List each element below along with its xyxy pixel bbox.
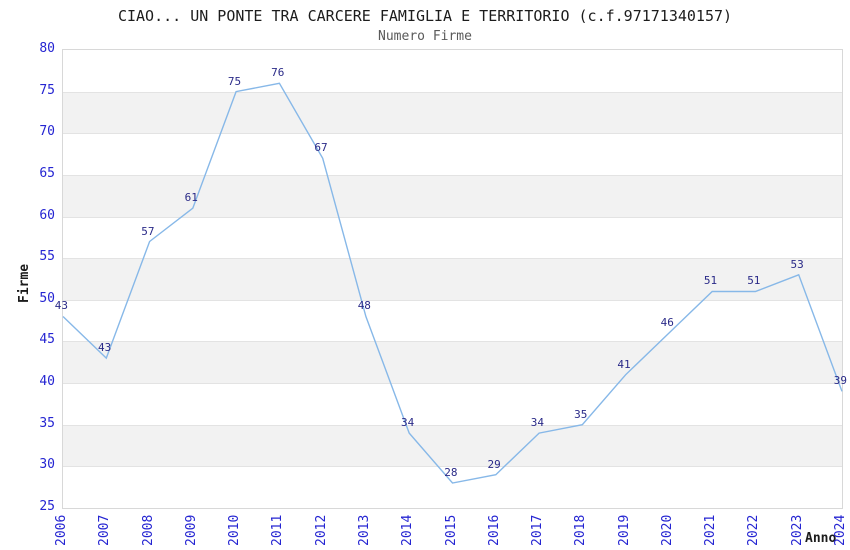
- point-label: 51: [747, 274, 761, 288]
- gridline: [63, 383, 842, 385]
- y-tick-label: 30: [39, 457, 55, 473]
- x-tick-label: 2022: [746, 514, 762, 546]
- x-axis-title: Anno: [805, 531, 837, 546]
- point-label: 35: [574, 407, 588, 421]
- gridline: [63, 299, 842, 301]
- point-label: 41: [617, 357, 631, 371]
- point-label: 61: [184, 191, 198, 205]
- x-tick-label: 2019: [616, 514, 632, 546]
- point-label: 34: [530, 416, 545, 430]
- point-label: 67: [314, 141, 328, 155]
- x-tick-label: 2018: [573, 514, 589, 546]
- point-label: 57: [141, 224, 155, 238]
- gridline: [63, 341, 842, 343]
- series-line: [62, 82, 843, 484]
- x-tick-label: 2007: [97, 514, 113, 546]
- x-tick-label: 2014: [400, 514, 416, 546]
- x-tick-label: 2012: [313, 514, 329, 546]
- chart-subtitle: Numero Firme: [378, 29, 472, 44]
- x-tick-label: 2009: [183, 514, 199, 546]
- point-label: 76: [271, 66, 285, 80]
- x-tick-label: 2013: [356, 514, 372, 546]
- point-label: 46: [660, 316, 674, 330]
- plot-band: [63, 91, 842, 134]
- y-tick-label: 55: [39, 249, 55, 265]
- y-tick-label: 65: [39, 165, 55, 181]
- point-label: 39: [833, 374, 847, 388]
- point-label: 28: [444, 466, 458, 480]
- plot-band: [63, 424, 842, 467]
- gridline: [63, 258, 842, 260]
- point-label: 51: [703, 274, 718, 288]
- point-label: 29: [487, 457, 501, 471]
- plot-band: [63, 174, 842, 217]
- gridline: [63, 216, 842, 218]
- y-tick-label: 70: [39, 124, 55, 140]
- plot-band: [63, 258, 842, 300]
- y-tick-label: 45: [39, 332, 55, 348]
- chart-title: CIAO... UN PONTE TRA CARCERE FAMIGLIA E …: [117, 7, 733, 25]
- x-tick-label: 2020: [659, 514, 675, 546]
- x-tick-label: 2017: [530, 514, 546, 546]
- y-tick-label: 80: [39, 41, 55, 56]
- y-tick-label: 50: [39, 290, 55, 306]
- point-label: 34: [400, 416, 415, 430]
- point-label: 53: [790, 257, 804, 271]
- x-tick-label: 2011: [270, 514, 286, 546]
- y-tick-label: 60: [39, 207, 55, 223]
- gridline: [63, 91, 842, 93]
- point-label: 43: [98, 341, 112, 355]
- point-label: 48: [357, 299, 371, 313]
- y-tick-label: 75: [39, 82, 55, 98]
- y-tick-label: 35: [39, 415, 55, 431]
- gridline: [63, 133, 842, 135]
- x-tick-label: 2021: [703, 514, 719, 546]
- x-tick-label: 2024: [833, 514, 848, 546]
- x-tick-label: 2023: [789, 514, 805, 546]
- y-tick-label: 40: [39, 374, 55, 390]
- plot-band: [63, 341, 842, 384]
- x-tick-label: 2006: [54, 514, 69, 546]
- x-tick-label: 2008: [140, 514, 156, 546]
- gridline: [63, 424, 842, 426]
- gridline: [63, 174, 842, 176]
- point-label: 75: [227, 74, 242, 88]
- y-tick-label: 25: [39, 499, 55, 514]
- plot-area: 43 43 57 61 75 76 67 48 34 28 29 34 35 41 46 51 51 53 39: [55, 49, 847, 509]
- x-tick-label: 2015: [443, 514, 459, 546]
- x-tick-label: 2016: [486, 514, 502, 546]
- point-label: 43: [54, 299, 68, 313]
- gridline: [63, 466, 842, 468]
- x-tick-label: 2010: [227, 514, 243, 546]
